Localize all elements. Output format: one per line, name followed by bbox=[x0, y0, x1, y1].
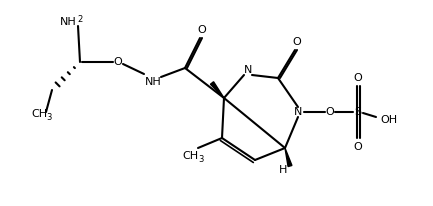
Text: NH: NH bbox=[60, 17, 76, 27]
Text: CH: CH bbox=[182, 151, 198, 161]
Text: N: N bbox=[244, 65, 252, 75]
Text: NH: NH bbox=[145, 77, 162, 87]
Text: 3: 3 bbox=[198, 154, 204, 164]
Text: O: O bbox=[354, 142, 362, 152]
Text: O: O bbox=[113, 57, 123, 67]
Text: N: N bbox=[294, 107, 302, 117]
Text: H: H bbox=[279, 165, 287, 175]
Text: O: O bbox=[197, 25, 207, 35]
Text: 2: 2 bbox=[78, 14, 83, 23]
Text: OH: OH bbox=[380, 115, 397, 125]
Text: O: O bbox=[354, 73, 362, 83]
Text: S: S bbox=[355, 107, 362, 117]
Polygon shape bbox=[210, 82, 224, 98]
Polygon shape bbox=[285, 148, 292, 166]
Text: O: O bbox=[326, 107, 334, 117]
Text: O: O bbox=[293, 37, 301, 47]
Text: CH: CH bbox=[31, 109, 47, 119]
Text: 3: 3 bbox=[46, 112, 52, 122]
